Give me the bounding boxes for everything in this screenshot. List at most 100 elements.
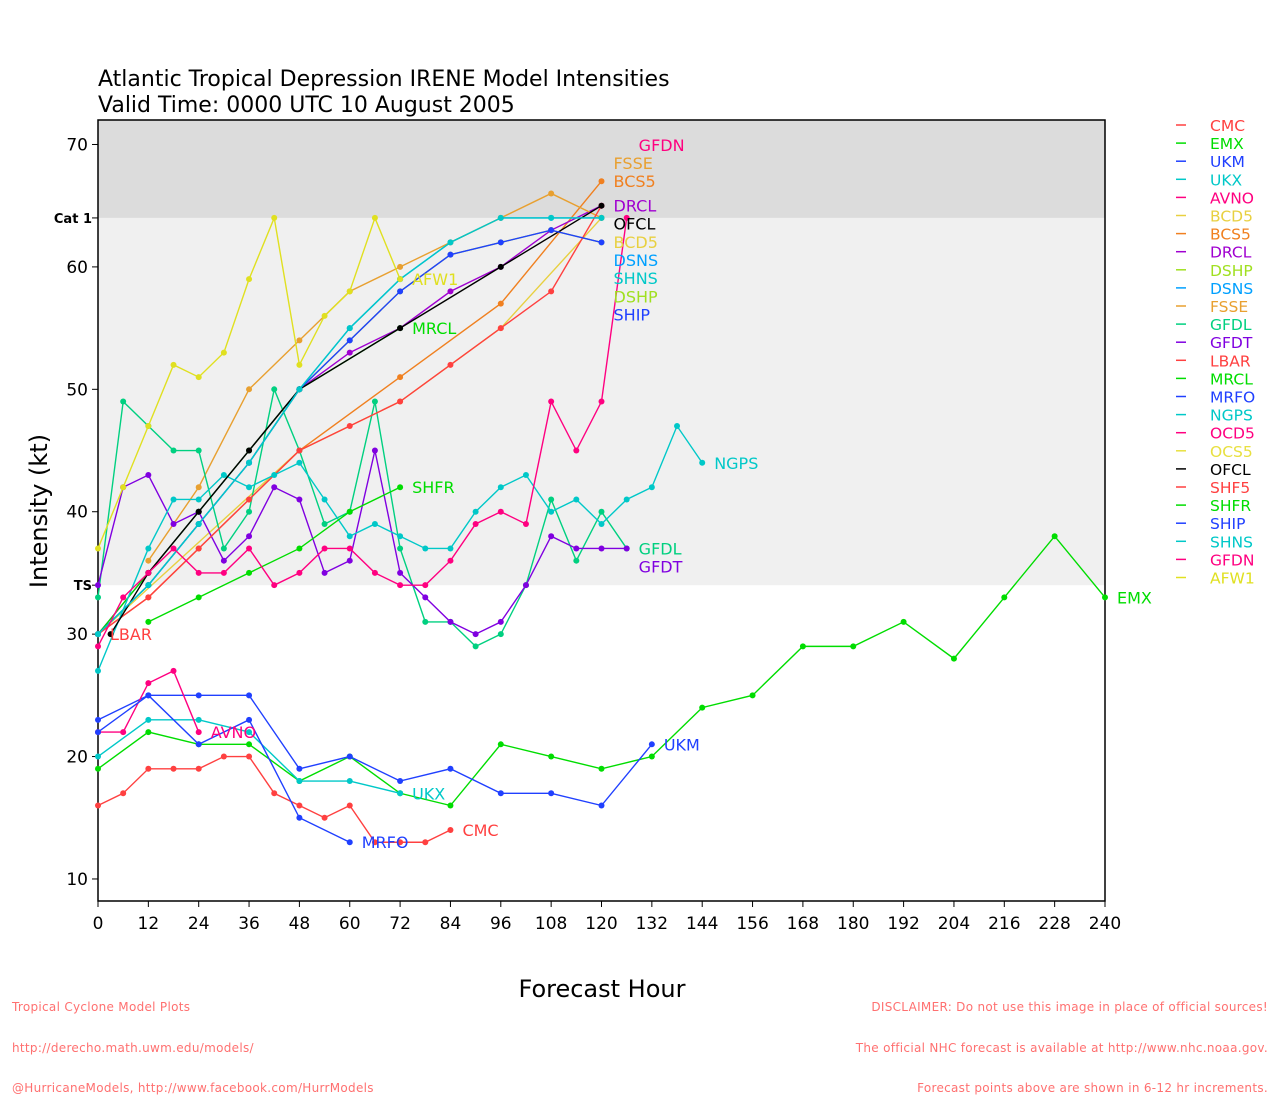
legend-label-shf5: SHF5 [1210, 479, 1250, 497]
data-point-emx [850, 643, 857, 650]
x-tick-label: 48 [289, 914, 311, 934]
chart-subtitle: Valid Time: 0000 UTC 10 August 2005 [98, 93, 515, 118]
data-point-ngps [422, 545, 429, 552]
data-point-ngps [195, 496, 202, 503]
data-point-ngps [598, 520, 605, 527]
data-point-mrfo [346, 839, 353, 846]
data-point-ngps [220, 472, 227, 478]
data-point-avno [195, 729, 202, 736]
x-tick-label: 96 [490, 914, 512, 934]
data-point-ngps [371, 520, 378, 527]
data-point-ofcl [107, 631, 114, 638]
data-point-gfdn [321, 545, 328, 552]
data-point-gfdl [321, 520, 328, 527]
y-axis-label: Intensity (kt) [25, 434, 53, 588]
legend-label-ocs5: OCS5 [1210, 443, 1253, 461]
data-point-fsse [397, 263, 404, 270]
series-line-avno [98, 669, 200, 733]
data-point-gfdt [548, 533, 555, 540]
data-point-ofcl [598, 202, 605, 209]
legend-label-shfr: SHFR [1210, 497, 1251, 515]
x-tick-label: 120 [585, 914, 617, 934]
series-line-ofcl [109, 205, 602, 635]
data-point-cmc [371, 839, 378, 846]
series-label-ngps: NGPS [714, 454, 758, 473]
data-point-bcs5 [598, 178, 605, 185]
legend-label-dshp: DSHP [1210, 262, 1253, 280]
data-point-ngps [346, 533, 353, 540]
data-point-gfdt [522, 582, 529, 589]
data-point-shfr [246, 569, 253, 576]
legend-label-ocd5: OCD5 [1210, 425, 1255, 443]
x-tick-label: 180 [837, 914, 869, 934]
data-point-ukm [246, 692, 253, 699]
data-point-gfdn [397, 582, 404, 589]
data-point-ukx [145, 716, 152, 723]
data-point-cmc [220, 753, 227, 760]
data-point-gfdt [598, 545, 605, 552]
x-tick-label: 0 [93, 914, 104, 934]
data-point-cmc [422, 839, 429, 846]
data-point-shns [447, 239, 454, 246]
data-point-gfdn [548, 398, 555, 405]
data-point-shns [195, 520, 202, 527]
data-point-shfr [145, 618, 152, 625]
series-line-gfdl [97, 386, 628, 648]
data-point-emx [548, 753, 555, 760]
data-point-afw1 [296, 361, 303, 368]
data-point-shns [497, 214, 504, 221]
data-point-shns [145, 582, 152, 589]
data-point-ngps [699, 459, 706, 466]
series-label-ship: SHIP [614, 305, 651, 324]
x-tick-label: 84 [440, 914, 462, 934]
y-tick-label: 60 [66, 258, 88, 278]
data-point-emx [497, 741, 504, 748]
x-tick-label: 108 [535, 914, 567, 934]
x-tick-label: 144 [686, 914, 718, 934]
data-point-ofcl [497, 263, 504, 270]
data-point-gfdn [145, 569, 152, 576]
data-point-gfdn [371, 569, 378, 576]
data-point-lbar [246, 496, 253, 503]
data-point-gfdt [220, 557, 227, 564]
series-label-cmc: CMC [462, 821, 498, 840]
data-point-gfdl [220, 545, 227, 552]
data-point-gfdl [120, 398, 127, 405]
data-point-shfr [296, 545, 303, 552]
legend-label-shns: SHNS [1210, 533, 1253, 551]
data-point-fsse [145, 557, 152, 564]
data-point-afw1 [271, 214, 278, 221]
legend-label-ofcl: OFCL [1210, 461, 1251, 479]
data-point-ngps [397, 533, 404, 540]
y-tick-label: 50 [66, 380, 88, 400]
data-point-gfdl [95, 594, 101, 601]
series-label-ukm: UKM [664, 735, 700, 754]
series-label-gfdl: GFDL [639, 539, 682, 558]
data-point-gfdn [220, 569, 227, 576]
legend-label-mrfo: MRFO [1210, 389, 1255, 407]
data-point-mrfo [145, 692, 152, 699]
legend-label-emx: EMX [1210, 135, 1244, 153]
data-point-gfdn [195, 569, 202, 576]
data-point-ngps [95, 667, 101, 674]
data-point-ofcl [195, 508, 202, 515]
x-tick-label: 156 [736, 914, 768, 934]
data-point-ukm [95, 716, 101, 723]
data-point-afw1 [371, 214, 378, 221]
data-point-afw1 [220, 349, 227, 356]
data-point-gfdn [170, 545, 177, 552]
data-point-ngps [472, 508, 479, 515]
legend-label-drcl: DRCL [1210, 244, 1252, 262]
data-point-cmc [397, 839, 404, 846]
series-label-shns: SHNS [614, 269, 658, 288]
legend-label-gfdn: GFDN [1210, 551, 1254, 569]
data-point-gfdt [447, 618, 454, 625]
x-tick-label: 12 [138, 914, 160, 934]
data-point-emx [246, 741, 253, 748]
footer-right-line: DISCLAIMER: Do not use this image in pla… [871, 1000, 1268, 1014]
series-label-dshp: DSHP [614, 287, 659, 306]
data-point-shfr [397, 484, 404, 491]
series-line-mrfo [97, 694, 351, 843]
data-point-gfdl [598, 508, 605, 515]
data-point-ukm [497, 790, 504, 797]
